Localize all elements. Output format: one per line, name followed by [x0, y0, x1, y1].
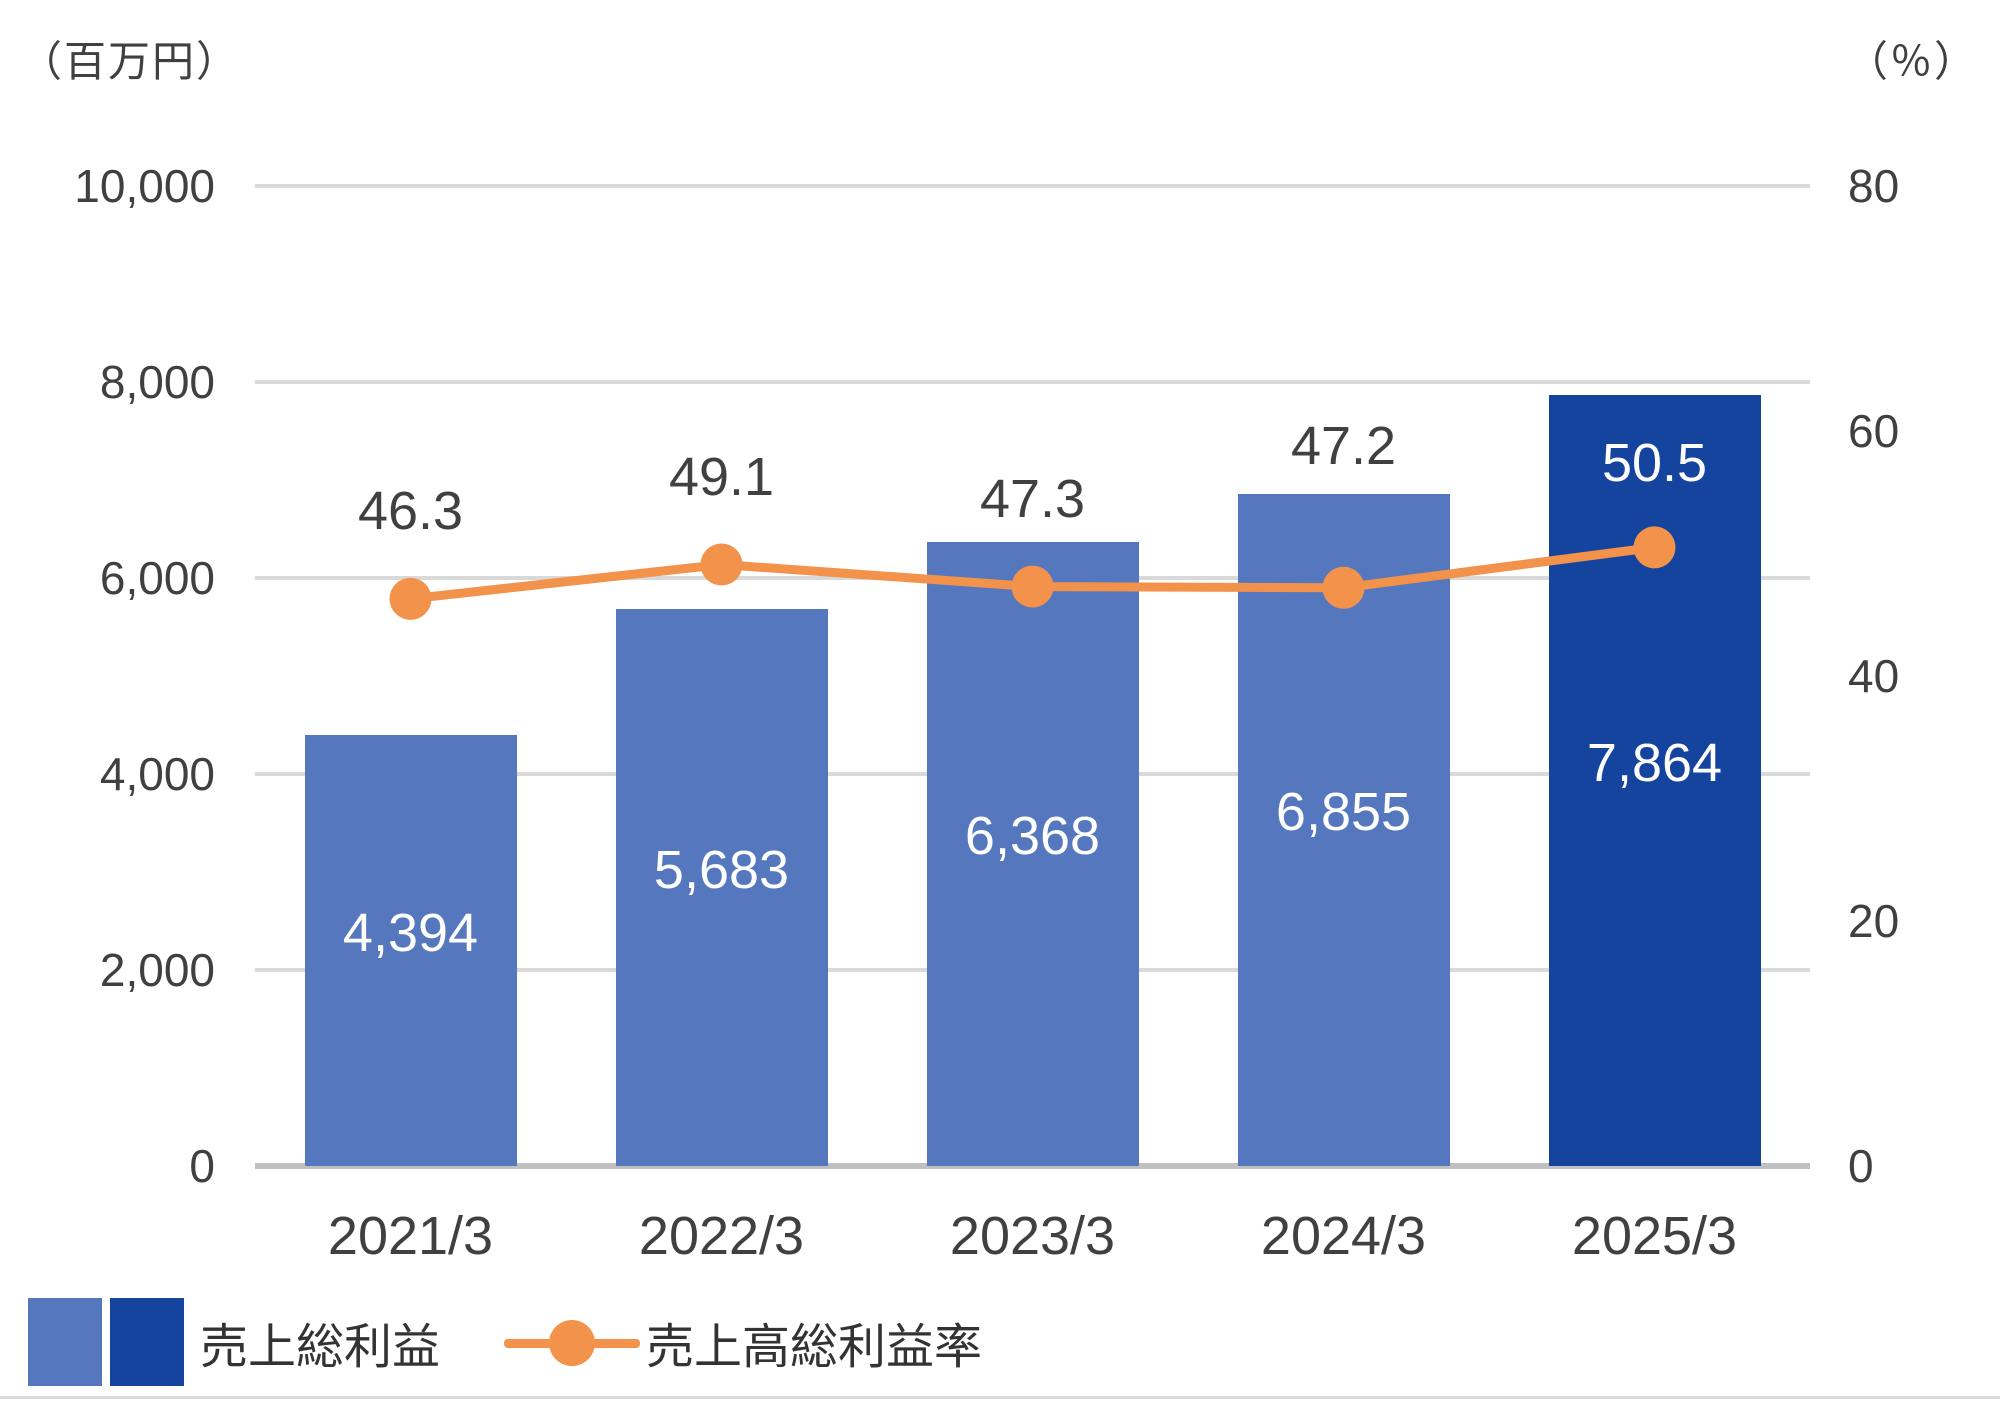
right-axis-tick-label: 80	[1848, 160, 1900, 212]
x-axis-label-2024/3: 2024/3	[1260, 1206, 1427, 1266]
chart-legend: 売上総利益 売上高総利益率	[28, 1292, 982, 1392]
right-axis-unit-label: （％）	[1845, 38, 1978, 85]
x-axis-label-2022/3: 2022/3	[638, 1206, 805, 1266]
left-axis-tick-label: 10,000	[74, 160, 215, 212]
axis-baseline	[255, 1163, 1810, 1169]
x-axis-label-2025/3: 2025/3	[1571, 1206, 1738, 1266]
legend-label-gross-profit-margin: 売上高総利益率	[646, 1321, 983, 1374]
bar-2025/3	[1548, 395, 1761, 1166]
left-axis-tick-label: 4,000	[99, 748, 215, 800]
gridline	[255, 184, 1810, 188]
line-value-label: 50.5	[1601, 433, 1708, 494]
right-axis-tick-label: 20	[1848, 895, 1900, 947]
bar-2021/3	[304, 735, 517, 1166]
left-axis-unit-label: （百万円）	[20, 38, 241, 85]
line-value-label: 49.1	[668, 446, 775, 507]
right-axis-tick-label: 0	[1848, 1140, 1874, 1192]
left-axis-tick-label: 8,000	[99, 356, 215, 408]
legend-swatch-bar-dark	[110, 1298, 184, 1386]
line-value-label: 46.3	[357, 480, 464, 541]
legend-dot-icon	[549, 1320, 596, 1366]
x-axis-label-2021/3: 2021/3	[327, 1206, 494, 1266]
bar-2023/3	[926, 541, 1139, 1166]
left-axis-tick-label: 6,000	[99, 552, 215, 604]
line-value-label: 47.2	[1290, 416, 1397, 477]
bar-value-label: 7,864	[1586, 732, 1723, 793]
bar-value-label: 4,394	[342, 902, 479, 963]
right-axis-tick-label: 40	[1848, 650, 1900, 702]
left-axis-tick-label: 0	[189, 1140, 215, 1192]
legend-label-gross-profit: 売上総利益	[200, 1321, 441, 1374]
right-axis-tick-label: 60	[1848, 405, 1900, 457]
bar-value-label: 6,855	[1275, 782, 1412, 843]
gridline	[255, 380, 1810, 384]
line-marker-dot	[389, 577, 432, 620]
legend-swatch-bar-light	[28, 1298, 102, 1386]
legend-line-marker	[504, 1298, 641, 1386]
bar-value-label: 6,368	[964, 805, 1101, 866]
bottom-divider	[0, 1396, 2000, 1399]
bar-value-label: 5,683	[653, 839, 790, 900]
left-axis-tick-label: 2,000	[99, 944, 215, 996]
x-axis-label-2023/3: 2023/3	[949, 1206, 1116, 1266]
line-value-label: 47.3	[979, 468, 1086, 529]
bar-2022/3	[615, 609, 828, 1166]
